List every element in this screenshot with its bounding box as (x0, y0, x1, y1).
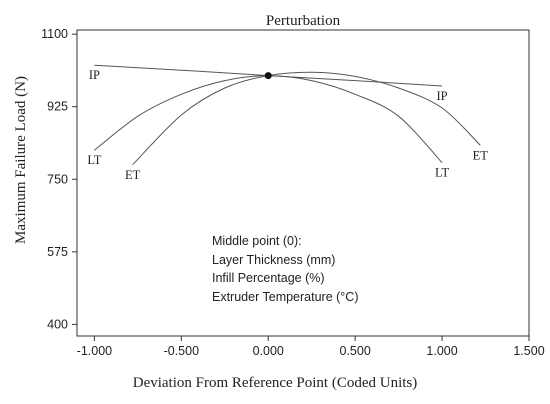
x-axis-label: Deviation From Reference Point (Coded Un… (133, 375, 418, 391)
plot-area (76, 29, 530, 337)
legend-line-extruder-temperature: Extruder Temperature (°C) (212, 290, 358, 304)
chart-title: Perturbation (266, 13, 341, 29)
legend-line-layer-thickness: Layer Thickness (mm) (212, 253, 335, 267)
series-end-label: IP (437, 89, 448, 103)
y-tick-label: 575 (47, 245, 68, 259)
series-end-label: ET (473, 148, 489, 162)
x-tick-label: 1.000 (426, 344, 457, 358)
series-layer (94, 64, 481, 166)
y-axis-label: Maximum Failure Load (N) (13, 76, 29, 244)
series-start-label: LT (87, 153, 101, 167)
y-tick-label: 400 (47, 317, 68, 331)
series-labels: IP IP LT LT ET ET (87, 68, 488, 182)
reference-point-marker (264, 72, 272, 80)
x-tick-label: -0.500 (164, 344, 199, 358)
legend-heading: Middle point (0): (212, 234, 302, 248)
legend-line-infill-percentage: Infill Percentage (%) (212, 271, 325, 285)
y-tick-label: 750 (47, 172, 68, 186)
x-tick-label: 0.000 (253, 344, 284, 358)
y-tick-label: 925 (47, 100, 68, 114)
series-start-label: IP (89, 68, 100, 82)
y-tick-label: 1100 (41, 27, 68, 41)
x-tick-label: 1.500 (513, 344, 544, 358)
series-start-label: ET (125, 168, 141, 182)
series-line-et (132, 71, 481, 166)
x-axis: -1.000 -0.500 0.000 0.500 1.000 1.500 (77, 336, 545, 358)
y-axis: 400 575 750 925 1100 (41, 27, 77, 331)
x-tick-label: -1.000 (77, 344, 112, 358)
x-tick-label: 0.500 (340, 344, 371, 358)
legend-box: Middle point (0): Layer Thickness (mm) I… (212, 234, 358, 304)
series-end-label: LT (435, 166, 449, 180)
